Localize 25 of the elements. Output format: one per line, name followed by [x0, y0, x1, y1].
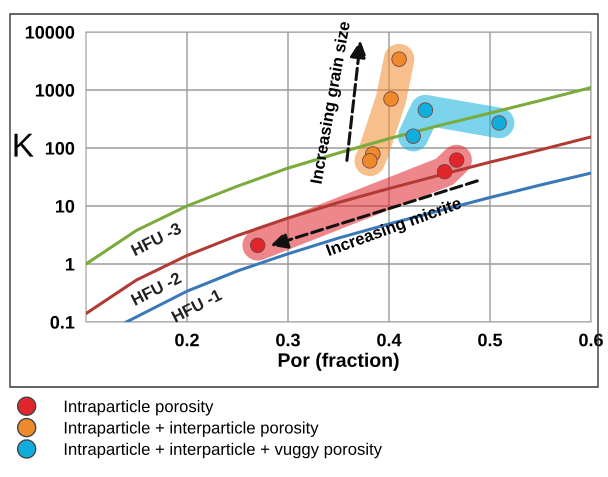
y-tick-label: 1	[66, 258, 74, 271]
point	[406, 128, 421, 144]
y-tick-label: 1000	[36, 84, 74, 97]
point	[436, 164, 452, 180]
legend-label: Intraparticle + interparticle + vuggy porosity	[64, 442, 382, 458]
point	[448, 152, 464, 168]
x-tick-label: 0.5	[478, 334, 502, 346]
point	[383, 91, 399, 107]
y-axis-title: K	[14, 134, 34, 157]
y-tick-label: 100	[46, 142, 74, 155]
point	[491, 115, 507, 131]
y-tick-label: 10	[56, 200, 74, 213]
x-tick-label: 0.4	[377, 334, 402, 346]
point	[250, 238, 266, 254]
x-tick-label: 0.2	[175, 334, 199, 346]
point	[362, 153, 378, 169]
legend-label: Intraparticle porosity	[64, 400, 214, 416]
x-tick-label: 0.3	[276, 334, 300, 346]
y-tick-label: 10000	[26, 26, 74, 39]
point	[391, 51, 407, 67]
x-axis-title: Por (fraction)	[278, 352, 399, 371]
y-tick-label: 0.1	[50, 316, 74, 329]
text: HFU -3	[130, 222, 182, 256]
point	[418, 102, 434, 118]
legend-label: Intraparticle + interparticle porosity	[64, 421, 319, 437]
